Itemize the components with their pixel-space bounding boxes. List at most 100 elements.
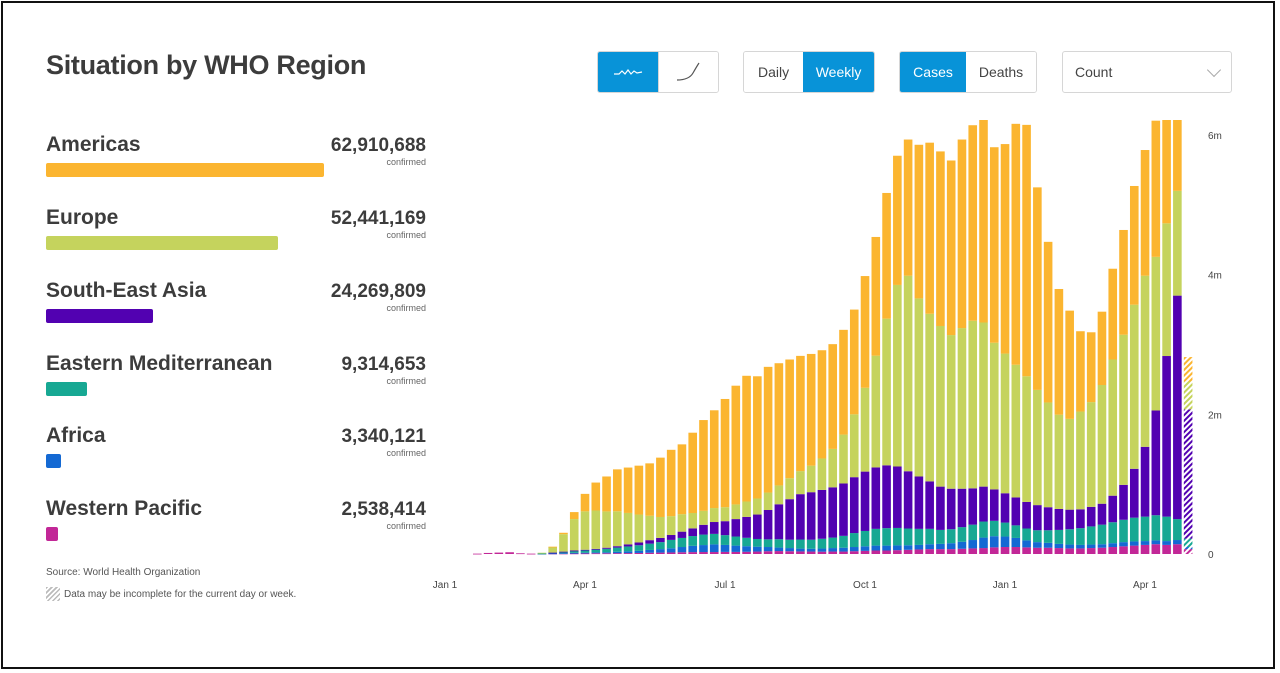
bar-segment-western-pacific[interactable] bbox=[903, 549, 913, 554]
deaths-button[interactable]: Deaths bbox=[966, 52, 1036, 92]
bar-segment-americas[interactable] bbox=[1173, 120, 1182, 191]
bar-segment-europe[interactable] bbox=[914, 298, 924, 477]
bar-segment-south-east-asia[interactable] bbox=[828, 487, 838, 538]
bar-segment-americas[interactable] bbox=[742, 375, 751, 502]
bar-segment-europe[interactable] bbox=[1065, 418, 1074, 510]
bar-segment-western-pacific[interactable] bbox=[505, 552, 514, 554]
bar-segment-eastern-mediterranean[interactable] bbox=[580, 550, 590, 553]
bar-segment-south-east-asia[interactable] bbox=[569, 550, 579, 552]
bar-segment-south-east-asia[interactable] bbox=[785, 499, 794, 540]
bar-segment-africa[interactable] bbox=[1054, 543, 1064, 549]
bar-segment-eastern-mediterranean[interactable] bbox=[1011, 525, 1021, 538]
bar-segment-europe[interactable] bbox=[688, 513, 698, 529]
bar-segment-europe[interactable] bbox=[860, 387, 870, 472]
bar-segment-western-pacific[interactable] bbox=[849, 551, 859, 554]
bar-segment-western-pacific[interactable] bbox=[580, 553, 590, 555]
bar-segment-europe[interactable] bbox=[893, 284, 902, 467]
bar-segment-americas[interactable] bbox=[957, 139, 967, 329]
bar-segment-western-pacific[interactable] bbox=[989, 547, 999, 554]
bar-segment-europe[interactable] bbox=[1119, 334, 1128, 485]
bar-segment-western-pacific[interactable] bbox=[1173, 544, 1182, 554]
bar-segment-eastern-mediterranean[interactable] bbox=[1086, 526, 1096, 545]
bar-segment-africa[interactable] bbox=[688, 545, 698, 553]
bar-segment-eastern-mediterranean[interactable] bbox=[742, 537, 751, 547]
bar-segment-south-east-asia[interactable] bbox=[817, 489, 827, 539]
bar-segment-africa[interactable] bbox=[806, 548, 816, 552]
bar-segment-western-pacific[interactable] bbox=[623, 553, 633, 554]
bar-segment-south-east-asia[interactable] bbox=[1108, 495, 1118, 523]
bar-segment-europe[interactable] bbox=[968, 320, 978, 489]
bar-segment-eastern-mediterranean[interactable] bbox=[989, 520, 999, 537]
bar-segment-europe[interactable] bbox=[656, 516, 665, 538]
bar-segment-europe[interactable] bbox=[709, 508, 719, 523]
bar-segment-europe[interactable] bbox=[946, 335, 956, 489]
bar-segment-south-east-asia[interactable] bbox=[645, 540, 654, 544]
cumulative-chart-button[interactable] bbox=[657, 52, 718, 92]
bar-segment-europe[interactable] bbox=[1033, 389, 1042, 506]
bar-segment-eastern-mediterranean[interactable] bbox=[677, 537, 687, 548]
bar-segment-africa[interactable] bbox=[1033, 542, 1042, 548]
bar-segment-south-east-asia[interactable] bbox=[1097, 503, 1107, 525]
bar-segment-south-east-asia[interactable] bbox=[1022, 501, 1031, 529]
bar-segment-africa[interactable] bbox=[1086, 544, 1096, 549]
bar-segment-western-pacific[interactable] bbox=[893, 550, 902, 554]
bar-segment-africa[interactable] bbox=[839, 547, 848, 552]
bar-segment-europe[interactable] bbox=[796, 471, 805, 495]
bar-segment-south-east-asia[interactable] bbox=[1011, 497, 1021, 526]
bar-segment-south-east-asia[interactable] bbox=[1183, 409, 1193, 539]
region-row[interactable]: Africa 3,340,121 confirmed bbox=[46, 424, 426, 476]
bar-segment-eastern-mediterranean[interactable] bbox=[882, 528, 891, 546]
bar-segment-americas[interactable] bbox=[1011, 123, 1021, 365]
bar-segment-western-pacific[interactable] bbox=[914, 549, 924, 554]
bar-segment-eastern-mediterranean[interactable] bbox=[946, 529, 956, 544]
bar-segment-americas[interactable] bbox=[666, 449, 676, 517]
bar-segment-europe[interactable] bbox=[817, 458, 827, 490]
bar-segment-south-east-asia[interactable] bbox=[1000, 493, 1010, 523]
bar-segment-south-east-asia[interactable] bbox=[753, 514, 762, 539]
bar-segment-americas[interactable] bbox=[989, 147, 999, 343]
bar-segment-africa[interactable] bbox=[914, 544, 924, 550]
bar-segment-americas[interactable] bbox=[602, 476, 611, 512]
bar-segment-europe[interactable] bbox=[580, 511, 590, 550]
bar-segment-eastern-mediterranean[interactable] bbox=[1043, 530, 1053, 543]
bar-segment-south-east-asia[interactable] bbox=[1076, 509, 1085, 529]
bar-segment-europe[interactable] bbox=[1043, 402, 1053, 508]
bar-segment-western-pacific[interactable] bbox=[1000, 547, 1010, 554]
bar-segment-europe[interactable] bbox=[731, 504, 741, 520]
bar-segment-eastern-mediterranean[interactable] bbox=[1140, 516, 1150, 542]
bar-segment-africa[interactable] bbox=[989, 536, 999, 548]
bar-segment-africa[interactable] bbox=[871, 545, 881, 551]
bar-segment-europe[interactable] bbox=[699, 510, 708, 525]
cases-button[interactable]: Cases bbox=[900, 52, 967, 92]
bar-segment-eastern-mediterranean[interactable] bbox=[656, 542, 665, 550]
bar-segment-americas[interactable] bbox=[1022, 124, 1031, 377]
bar-segment-africa[interactable] bbox=[849, 547, 859, 552]
bar-segment-americas[interactable] bbox=[1140, 150, 1150, 276]
bar-segment-western-pacific[interactable] bbox=[957, 548, 967, 554]
bar-segment-south-east-asia[interactable] bbox=[1129, 468, 1139, 518]
bar-segment-south-east-asia[interactable] bbox=[1173, 295, 1182, 520]
bar-segment-south-east-asia[interactable] bbox=[720, 521, 730, 536]
bar-segment-americas[interactable] bbox=[968, 125, 978, 321]
region-row[interactable]: Americas 62,910,688 confirmed bbox=[46, 133, 426, 185]
bar-segment-americas[interactable] bbox=[591, 482, 601, 511]
bar-segment-western-pacific[interactable] bbox=[1065, 548, 1074, 554]
bar-segment-europe[interactable] bbox=[623, 512, 633, 545]
bar-segment-eastern-mediterranean[interactable] bbox=[720, 535, 730, 545]
bar-segment-western-pacific[interactable] bbox=[1022, 547, 1031, 554]
bar-segment-eastern-mediterranean[interactable] bbox=[591, 549, 601, 553]
bar-segment-europe[interactable] bbox=[1108, 359, 1118, 496]
bar-segment-americas[interactable] bbox=[1108, 268, 1118, 360]
bar-segment-americas[interactable] bbox=[699, 420, 708, 511]
bar-segment-south-east-asia[interactable] bbox=[1054, 508, 1064, 530]
bar-segment-south-east-asia[interactable] bbox=[677, 531, 687, 538]
bar-segment-south-east-asia[interactable] bbox=[774, 504, 784, 540]
bar-segment-americas[interactable] bbox=[731, 385, 741, 505]
bar-segment-africa[interactable] bbox=[753, 546, 762, 552]
bar-segment-europe[interactable] bbox=[591, 510, 601, 549]
bar-segment-africa[interactable] bbox=[1151, 540, 1161, 545]
bar-segment-eastern-mediterranean[interactable] bbox=[1173, 519, 1182, 541]
bar-segment-south-east-asia[interactable] bbox=[860, 471, 870, 531]
bar-segment-western-pacific[interactable] bbox=[688, 552, 698, 554]
bar-segment-americas[interactable] bbox=[1065, 310, 1074, 419]
